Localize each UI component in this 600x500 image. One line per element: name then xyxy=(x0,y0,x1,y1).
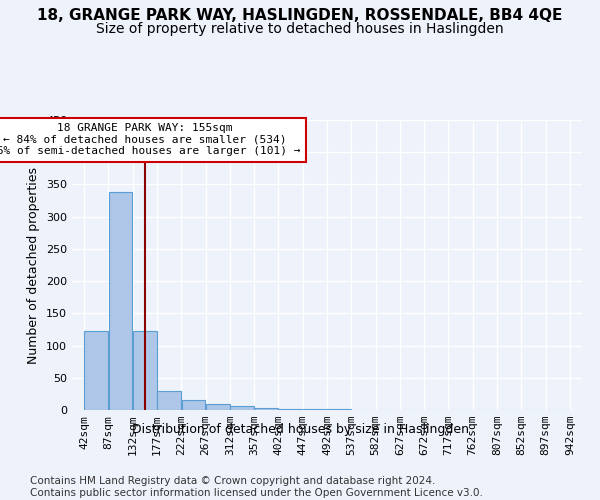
Text: 18 GRANGE PARK WAY: 155sqm
← 84% of detached houses are smaller (534)
16% of sem: 18 GRANGE PARK WAY: 155sqm ← 84% of deta… xyxy=(0,123,301,156)
Text: Distribution of detached houses by size in Haslingden: Distribution of detached houses by size … xyxy=(131,422,469,436)
Text: 18, GRANGE PARK WAY, HASLINGDEN, ROSSENDALE, BB4 4QE: 18, GRANGE PARK WAY, HASLINGDEN, ROSSEND… xyxy=(37,8,563,22)
Text: Contains HM Land Registry data © Crown copyright and database right 2024.
Contai: Contains HM Land Registry data © Crown c… xyxy=(30,476,483,498)
Bar xyxy=(230,406,254,410)
Bar xyxy=(85,332,108,410)
Y-axis label: Number of detached properties: Number of detached properties xyxy=(28,166,40,364)
Bar xyxy=(254,408,278,410)
Bar xyxy=(206,404,230,410)
Bar xyxy=(109,192,133,410)
Bar xyxy=(278,408,302,410)
Bar xyxy=(133,332,157,410)
Bar xyxy=(157,390,181,410)
Bar xyxy=(182,400,205,410)
Text: Size of property relative to detached houses in Haslingden: Size of property relative to detached ho… xyxy=(96,22,504,36)
